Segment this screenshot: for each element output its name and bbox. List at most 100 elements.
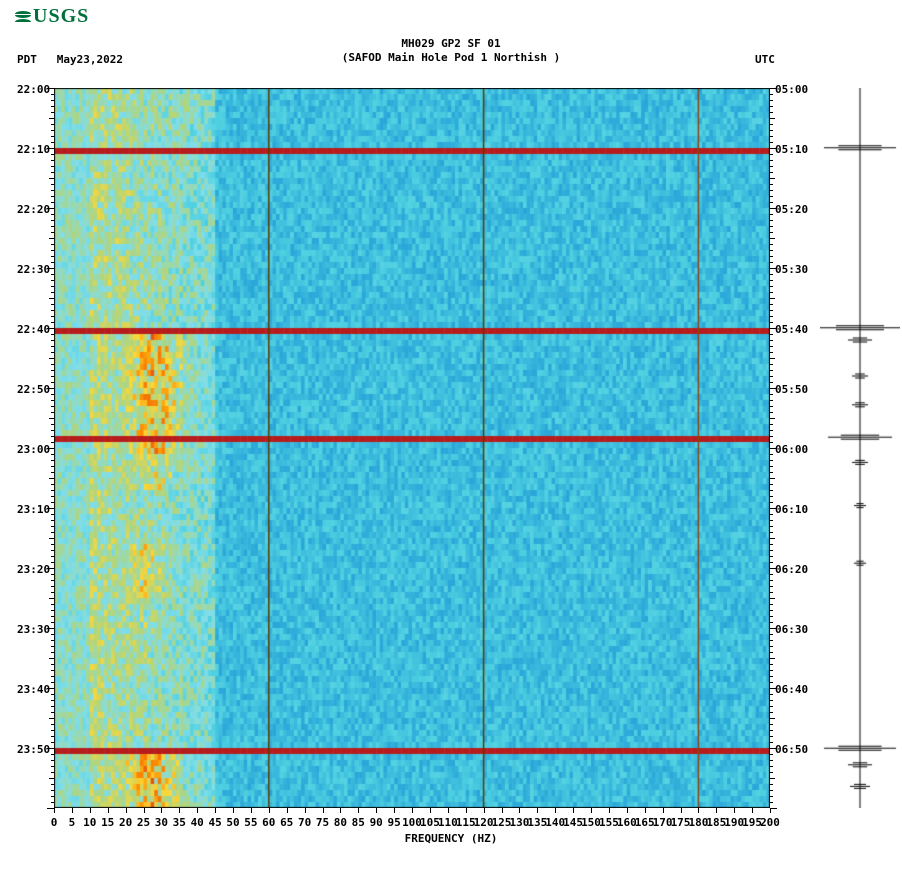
x-tick-mark [376, 808, 377, 813]
tick-right [770, 766, 773, 767]
tick-right [770, 448, 777, 449]
tick-right [770, 304, 773, 305]
tick-left [51, 232, 54, 233]
tick-left [51, 604, 54, 605]
tick-left [49, 298, 54, 299]
tick-left [51, 460, 54, 461]
tick-right [770, 760, 773, 761]
x-tick-mark [466, 808, 467, 813]
tick-left [51, 370, 54, 371]
tick-left [51, 730, 54, 731]
x-tick-mark [251, 808, 252, 813]
tick-left [51, 364, 54, 365]
y-left-label: 23:30 [17, 623, 50, 636]
x-tick-mark [72, 808, 73, 813]
tick-right [770, 382, 773, 383]
tick-right [770, 148, 777, 149]
tick-left [51, 214, 54, 215]
usgs-wave-icon [15, 11, 31, 22]
tick-left [51, 616, 54, 617]
tick-right [770, 460, 773, 461]
tick-right [770, 406, 773, 407]
x-tick-label: 110 [438, 816, 458, 829]
tick-right [770, 706, 773, 707]
y-left-label: 22:30 [17, 263, 50, 276]
tick-right [770, 352, 773, 353]
y-left-label: 22:40 [17, 323, 50, 336]
x-tick-label: 190 [724, 816, 744, 829]
tick-right [770, 652, 773, 653]
tick-right [770, 520, 773, 521]
tick-left [51, 484, 54, 485]
tick-left [51, 286, 54, 287]
x-tick-mark [161, 808, 162, 813]
x-tick-mark [484, 808, 485, 813]
tick-left [51, 94, 54, 95]
x-tick-mark [502, 808, 503, 813]
tick-left [51, 352, 54, 353]
tick-left [51, 430, 54, 431]
tick-right [770, 232, 773, 233]
y-right-label: 05:30 [775, 263, 808, 276]
tick-right [770, 724, 773, 725]
tick-left [47, 808, 54, 809]
tick-right [770, 688, 777, 689]
tick-right [770, 694, 773, 695]
tick-left [49, 238, 54, 239]
x-tick-mark [716, 808, 717, 813]
x-tick-label: 195 [742, 816, 762, 829]
tick-left [51, 664, 54, 665]
x-tick-label: 85 [352, 816, 365, 829]
x-tick-mark [269, 808, 270, 813]
tick-right [770, 310, 773, 311]
tick-left [49, 418, 54, 419]
tz-left-label: PDT [17, 53, 37, 66]
x-tick-label: 15 [101, 816, 114, 829]
tick-right [770, 640, 773, 641]
y-right-label: 06:50 [775, 743, 808, 756]
tick-right [770, 370, 773, 371]
tick-left [51, 442, 54, 443]
tick-left [49, 538, 54, 539]
tick-right [770, 160, 773, 161]
tick-left [51, 562, 54, 563]
tick-left [51, 694, 54, 695]
tick-right [770, 790, 773, 791]
x-tick-label: 0 [51, 816, 58, 829]
x-tick-label: 70 [298, 816, 311, 829]
tick-right [770, 616, 773, 617]
x-tick-mark [144, 808, 145, 813]
tick-right [770, 592, 773, 593]
tick-left [51, 244, 54, 245]
x-tick-label: 25 [137, 816, 150, 829]
x-tick-mark [573, 808, 574, 813]
tick-right [770, 112, 773, 113]
y-right-label: 05:50 [775, 383, 808, 396]
tick-left [51, 184, 54, 185]
tick-left [51, 190, 54, 191]
tick-left [51, 544, 54, 545]
tick-right [770, 568, 777, 569]
tick-right [770, 202, 773, 203]
tick-left [51, 652, 54, 653]
tick-right [770, 478, 775, 479]
tick-left [51, 304, 54, 305]
tick-left [51, 250, 54, 251]
tick-right [770, 550, 773, 551]
tick-right [770, 670, 773, 671]
tick-right [770, 472, 773, 473]
tick-right [770, 322, 773, 323]
tick-left [51, 706, 54, 707]
x-tick-mark [430, 808, 431, 813]
tick-left [51, 220, 54, 221]
tick-left [51, 310, 54, 311]
x-tick-label: 115 [456, 816, 476, 829]
tick-left [51, 256, 54, 257]
tick-right [770, 190, 773, 191]
tick-left [47, 328, 54, 329]
tick-right [770, 178, 775, 179]
y-right-label: 05:20 [775, 203, 808, 216]
tick-left [49, 718, 54, 719]
tick-left [51, 346, 54, 347]
tick-right [770, 196, 773, 197]
